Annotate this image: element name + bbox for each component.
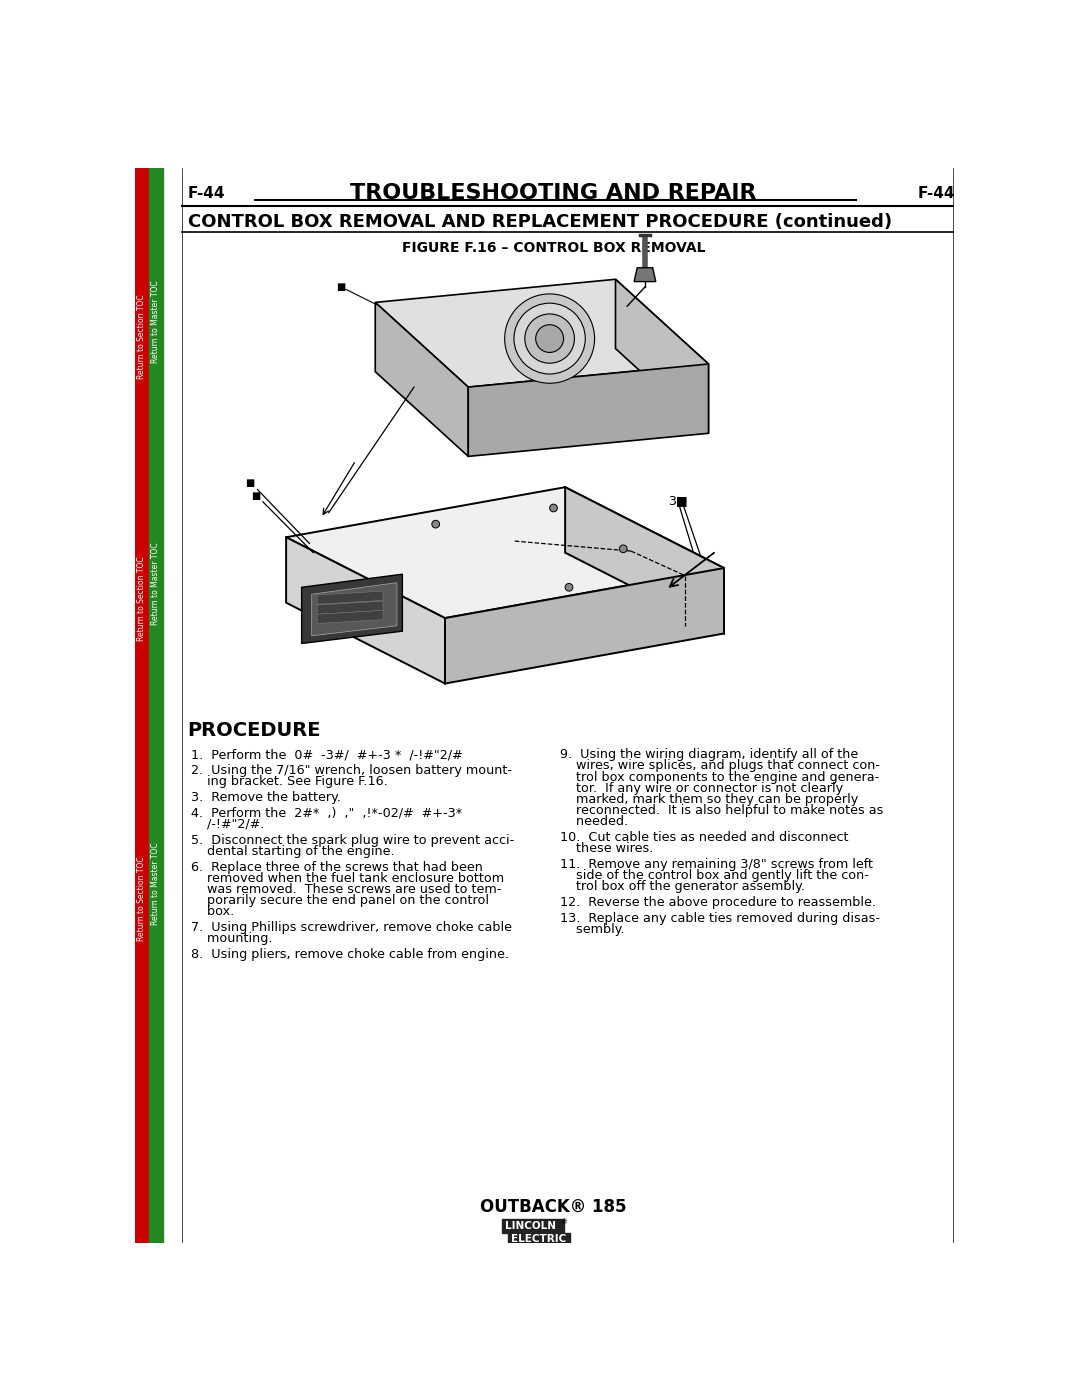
Text: porarily secure the end panel on the control: porarily secure the end panel on the con… (191, 894, 489, 907)
Polygon shape (565, 488, 724, 633)
Text: LINCOLN: LINCOLN (504, 1221, 556, 1231)
FancyBboxPatch shape (508, 1232, 570, 1246)
Text: wires, wire splices, and plugs that connect con-: wires, wire splices, and plugs that conn… (559, 760, 880, 773)
Text: these wires.: these wires. (559, 842, 653, 855)
Circle shape (514, 303, 585, 374)
Text: tor.  If any wire or connector is not clearly: tor. If any wire or connector is not cle… (559, 782, 842, 795)
Text: marked, mark them so they can be properly: marked, mark them so they can be properl… (559, 793, 858, 806)
Circle shape (536, 324, 564, 352)
Text: Return to Master TOC: Return to Master TOC (151, 281, 161, 363)
Text: box.: box. (191, 905, 234, 918)
Polygon shape (318, 601, 383, 615)
Text: ing bracket. See Figure F.16.: ing bracket. See Figure F.16. (191, 775, 388, 788)
Text: Return to Section TOC: Return to Section TOC (137, 856, 147, 942)
Polygon shape (318, 610, 383, 623)
Text: was removed.  These screws are used to tem-: was removed. These screws are used to te… (191, 883, 501, 895)
Polygon shape (616, 279, 708, 433)
Text: ■: ■ (252, 490, 260, 500)
Text: 6.  Replace three of the screws that had been: 6. Replace three of the screws that had … (191, 861, 483, 873)
Text: 1.  Perform the  0#  -3#/  #+-3 *  /-!#"2/#: 1. Perform the 0# -3#/ #+-3 * /-!#"2/# (191, 749, 462, 761)
Text: 8.  Using pliers, remove choke cable from engine.: 8. Using pliers, remove choke cable from… (191, 949, 509, 961)
Text: reconnected.  It is also helpful to make notes as: reconnected. It is also helpful to make … (559, 805, 883, 817)
Text: 7.  Using Phillips screwdriver, remove choke cable: 7. Using Phillips screwdriver, remove ch… (191, 921, 512, 935)
Polygon shape (445, 569, 724, 683)
Text: F-44: F-44 (918, 186, 955, 201)
Polygon shape (301, 574, 403, 644)
Bar (135, 168, 149, 1243)
Text: TROUBLESHOOTING AND REPAIR: TROUBLESHOOTING AND REPAIR (350, 183, 757, 203)
Text: Return to Section TOC: Return to Section TOC (137, 556, 147, 641)
Text: 3■: 3■ (667, 493, 687, 507)
Text: Return to Section TOC: Return to Section TOC (137, 295, 147, 380)
Text: 2.  Using the 7/16" wrench, loosen battery mount-: 2. Using the 7/16" wrench, loosen batter… (191, 764, 512, 777)
Polygon shape (286, 538, 445, 683)
Text: 13.  Replace any cable ties removed during disas-: 13. Replace any cable ties removed durin… (559, 912, 880, 925)
Polygon shape (634, 268, 656, 282)
Polygon shape (312, 583, 397, 636)
Text: removed when the fuel tank enclosure bottom: removed when the fuel tank enclosure bot… (191, 872, 504, 884)
Text: FIGURE F.16 – CONTROL BOX REMOVAL: FIGURE F.16 – CONTROL BOX REMOVAL (402, 240, 705, 254)
Text: ®: ® (561, 1220, 568, 1225)
Text: ■: ■ (336, 282, 345, 292)
Circle shape (565, 584, 572, 591)
Text: 9.  Using the wiring diagram, identify all of the: 9. Using the wiring diagram, identify al… (559, 749, 858, 761)
Text: ELECTRIC: ELECTRIC (511, 1235, 566, 1245)
Text: 5.  Disconnect the spark plug wire to prevent acci-: 5. Disconnect the spark plug wire to pre… (191, 834, 514, 847)
Bar (149, 168, 163, 1243)
Text: 10.  Cut cable ties as needed and disconnect: 10. Cut cable ties as needed and disconn… (559, 831, 848, 844)
Polygon shape (469, 365, 708, 457)
Text: 4.  Perform the  2#*  ,)  ,"  ,!*-02/#  #+-3*: 4. Perform the 2#* ,) ," ,!*-02/# #+-3* (191, 806, 462, 820)
Text: ■: ■ (245, 478, 254, 489)
Text: sembly.: sembly. (559, 923, 624, 936)
Polygon shape (286, 488, 724, 617)
Text: OUTBACK® 185: OUTBACK® 185 (481, 1197, 626, 1215)
Text: /-!#"2/#.: /-!#"2/#. (191, 817, 265, 831)
Circle shape (550, 504, 557, 511)
Text: CONTROL BOX REMOVAL AND REPLACEMENT PROCEDURE (continued): CONTROL BOX REMOVAL AND REPLACEMENT PROC… (188, 212, 892, 231)
Text: mounting.: mounting. (191, 932, 272, 946)
Text: Return to Master TOC: Return to Master TOC (151, 542, 161, 624)
Polygon shape (375, 302, 469, 457)
Text: dental starting of the engine.: dental starting of the engine. (191, 845, 394, 858)
Circle shape (432, 520, 440, 528)
Text: PROCEDURE: PROCEDURE (188, 721, 321, 739)
FancyBboxPatch shape (501, 1220, 564, 1234)
Text: 12.  Reverse the above procedure to reassemble.: 12. Reverse the above procedure to reass… (559, 895, 876, 909)
Text: trol box off the generator assembly.: trol box off the generator assembly. (559, 880, 805, 893)
Circle shape (504, 293, 595, 383)
Text: needed.: needed. (559, 816, 627, 828)
Text: trol box components to the engine and genera-: trol box components to the engine and ge… (559, 771, 879, 784)
Polygon shape (318, 591, 383, 605)
Circle shape (619, 545, 627, 553)
Circle shape (525, 314, 575, 363)
Text: Return to Master TOC: Return to Master TOC (151, 842, 161, 925)
Text: 11.  Remove any remaining 3/8" screws from left: 11. Remove any remaining 3/8" screws fro… (559, 858, 873, 870)
Polygon shape (375, 279, 708, 387)
Text: side of the control box and gently lift the con-: side of the control box and gently lift … (559, 869, 868, 882)
Text: F-44: F-44 (188, 186, 226, 201)
Text: 3.  Remove the battery.: 3. Remove the battery. (191, 791, 340, 803)
